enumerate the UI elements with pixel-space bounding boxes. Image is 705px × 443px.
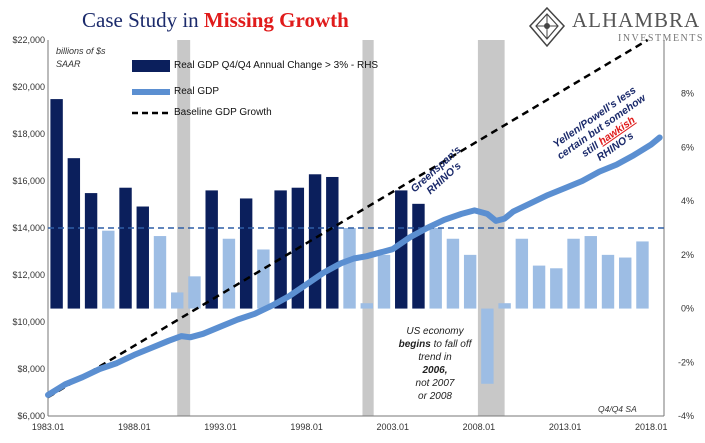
bar-2003 <box>395 190 408 309</box>
bar-1986 <box>102 230 115 309</box>
logo-name: ALHAMBRA <box>572 8 701 32</box>
title-part1: Case Study in <box>82 8 204 32</box>
legend <box>132 60 170 115</box>
bar-1984 <box>67 158 81 309</box>
legend-label-baseline: Baseline GDP Growth <box>174 107 272 118</box>
x-tick-7: 2018.01 <box>635 422 668 432</box>
x-tick-1: 1988.01 <box>118 422 151 432</box>
bar-1990 <box>171 292 184 309</box>
real-gdp-line <box>45 134 663 398</box>
corner-note: Q4/Q4 SA <box>598 404 637 414</box>
bar-1988 <box>136 206 149 309</box>
right-tick-3: 2% <box>681 250 694 260</box>
legend-label-real-gdp: Real GDP <box>174 86 220 97</box>
bar-1985 <box>84 193 98 309</box>
bar-2017 <box>636 241 649 309</box>
right-tick-0: -4% <box>678 411 694 421</box>
x-tick-2: 1993.01 <box>204 422 237 432</box>
x-tick-3: 1998.01 <box>290 422 323 432</box>
alhambra-logo: ALHAMBRA INVESTMENTS <box>528 6 704 52</box>
note-line-5: not 2007 <box>415 378 455 389</box>
bar-1987 <box>119 187 132 309</box>
bar-1991 <box>188 276 201 309</box>
right-tick-1: -2% <box>678 357 694 367</box>
bar-1989 <box>153 236 167 309</box>
bar-2015 <box>601 254 615 309</box>
baseline-growth-line <box>47 38 649 399</box>
left-axis-unit: billions of $s SAAR <box>56 45 106 71</box>
note-line-1: US economy <box>406 326 464 337</box>
logo-emblem-icon <box>528 6 566 48</box>
bar-2014 <box>584 236 597 309</box>
right-tick-5: 6% <box>681 142 694 152</box>
bar-2000 <box>343 228 356 309</box>
left-tick-0: $6,000 <box>17 411 45 421</box>
title-part2: Missing Growth <box>203 8 349 32</box>
left-tick-6: $18,000 <box>12 129 45 139</box>
x-tick-6: 2013.01 <box>549 422 582 432</box>
x-tick-4: 2003.01 <box>377 422 410 432</box>
bar-1994 <box>239 198 253 309</box>
note-begins: begins <box>398 339 431 350</box>
gdp-lines <box>45 38 663 399</box>
tick-labels: $6,000 $8,000 $10,000 $12,000 $14,000 $16,000… <box>12 35 694 432</box>
note-line-2: begins to fall off <box>380 338 490 351</box>
bar-2011 <box>532 265 546 309</box>
bar-1983 <box>50 99 63 309</box>
bar-2006 <box>446 238 460 309</box>
x-tick-5: 2008.01 <box>463 422 496 432</box>
note-line-2-rest: to fall off <box>430 339 472 350</box>
logo-subtitle: INVESTMENTS <box>618 33 704 44</box>
chart-title: Case Study in Missing Growth <box>82 8 349 33</box>
left-tick-1: $8,000 <box>17 364 45 374</box>
note-line-4: 2006, <box>380 364 490 377</box>
bar-2004 <box>412 203 425 309</box>
annotation-note: US economy begins to fall off trend in 2… <box>380 325 490 403</box>
bar-2007 <box>463 254 477 309</box>
bar-2005 <box>429 228 442 309</box>
bar-1993 <box>222 238 236 309</box>
axes <box>47 40 665 417</box>
unit-line-2: SAAR <box>56 59 81 69</box>
bar-1999 <box>326 176 339 309</box>
note-line-3: trend in <box>418 352 452 363</box>
unit-line-1: billions of $s <box>56 46 106 56</box>
bar-2002 <box>377 254 391 309</box>
left-tick-3: $12,000 <box>12 270 45 280</box>
bar-2009 <box>498 303 511 309</box>
right-tick-4: 4% <box>681 196 694 206</box>
right-tick-6: 8% <box>681 89 694 99</box>
bar-2001 <box>360 303 373 309</box>
left-tick-7: $20,000 <box>12 82 45 92</box>
note-2006: 2006, <box>422 365 448 376</box>
bar-2013 <box>567 238 580 309</box>
left-tick-4: $14,000 <box>12 223 45 233</box>
bar-1995 <box>257 249 270 309</box>
left-tick-8: $22,000 <box>12 35 45 45</box>
left-tick-2: $10,000 <box>12 317 45 327</box>
bar-2012 <box>550 268 563 309</box>
note-line-6: or 2008 <box>418 391 452 402</box>
bar-2010 <box>515 238 529 309</box>
bar-1992 <box>205 190 218 309</box>
bar-2008 <box>481 308 494 384</box>
bar-2016 <box>619 257 632 309</box>
bar-1996 <box>274 190 287 309</box>
legend-label-bars: Real GDP Q4/Q4 Annual Change > 3% - RHS <box>174 60 379 71</box>
left-tick-5: $16,000 <box>12 176 45 186</box>
x-tick-0: 1983.01 <box>32 422 65 432</box>
right-tick-2: 0% <box>681 304 694 314</box>
legend-swatch-bars <box>132 60 170 72</box>
